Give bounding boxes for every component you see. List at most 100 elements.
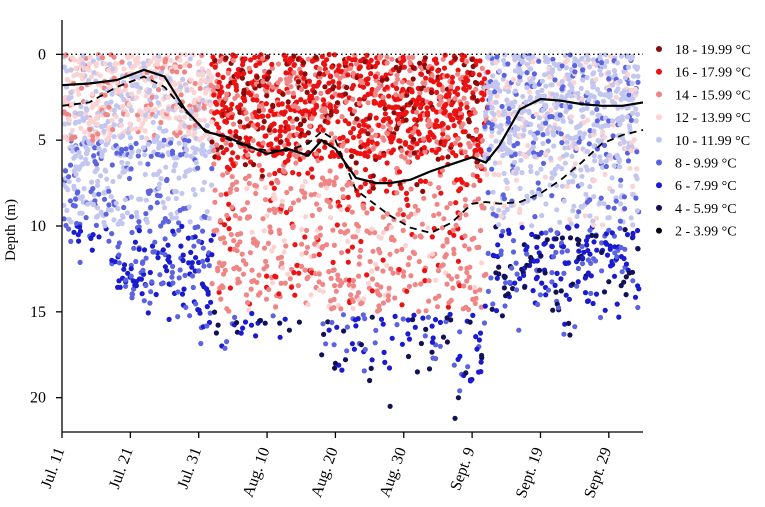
data-point: [183, 52, 189, 58]
data-point: [379, 77, 385, 83]
data-point: [119, 103, 126, 110]
data-point: [435, 156, 441, 162]
data-point: [524, 262, 530, 268]
data-point: [344, 138, 350, 144]
data-point: [332, 52, 338, 58]
data-point: [512, 99, 518, 105]
data-point: [436, 211, 442, 217]
data-point: [219, 102, 225, 108]
data-point: [136, 89, 142, 95]
data-point: [309, 166, 315, 172]
data-point: [500, 76, 506, 82]
data-point: [374, 141, 380, 147]
data-point: [562, 59, 569, 65]
data-point: [411, 312, 417, 318]
data-point: [78, 85, 85, 91]
data-point: [424, 110, 430, 116]
data-point: [411, 250, 418, 257]
data-point: [477, 287, 483, 293]
data-point: [125, 160, 131, 166]
data-point: [224, 212, 230, 218]
data-point: [579, 243, 585, 250]
data-point: [331, 342, 337, 348]
data-point: [339, 367, 345, 373]
data-point: [220, 74, 226, 80]
data-point: [204, 123, 210, 129]
data-point: [170, 228, 176, 234]
data-point: [192, 192, 198, 198]
data-point: [388, 139, 394, 145]
data-point: [441, 110, 447, 116]
data-point: [369, 357, 375, 363]
data-point: [587, 213, 593, 219]
data-point: [188, 77, 194, 83]
data-point: [182, 173, 188, 179]
data-point: [509, 265, 515, 271]
data-point: [241, 91, 247, 97]
data-point: [356, 65, 362, 72]
data-point: [535, 89, 541, 95]
data-point: [186, 204, 192, 210]
data-point: [291, 270, 297, 276]
data-point: [125, 270, 131, 276]
data-point: [466, 246, 472, 252]
data-point: [591, 153, 597, 159]
data-point: [412, 117, 418, 123]
data-point: [260, 79, 266, 85]
data-point: [530, 144, 536, 150]
data-point: [211, 92, 217, 98]
data-point: [513, 170, 519, 176]
data-point: [541, 72, 548, 78]
data-point: [412, 125, 418, 131]
data-point: [604, 58, 610, 64]
data-point: [212, 58, 218, 64]
data-point: [152, 249, 158, 255]
data-point: [184, 87, 190, 93]
data-point: [235, 154, 241, 160]
y-tick-label: 20: [30, 390, 46, 407]
data-point: [256, 162, 262, 168]
data-point: [407, 68, 413, 74]
data-point: [464, 182, 470, 188]
data-point: [171, 168, 177, 174]
data-point: [331, 153, 337, 159]
data-point: [196, 259, 202, 266]
data-point: [470, 312, 476, 318]
data-point: [66, 226, 72, 232]
data-point: [254, 240, 260, 246]
data-point: [261, 245, 268, 251]
data-point: [246, 65, 252, 71]
data-point: [362, 59, 368, 65]
data-point: [188, 108, 195, 114]
data-point: [232, 314, 238, 320]
data-point: [192, 80, 198, 87]
data-point: [516, 327, 522, 333]
data-point: [582, 290, 589, 296]
data-point: [314, 201, 320, 207]
data-point: [535, 180, 541, 186]
data-point: [290, 200, 296, 206]
data-point: [200, 245, 206, 251]
data-point: [338, 162, 344, 169]
data-point: [206, 263, 212, 269]
data-point: [241, 87, 247, 93]
data-point: [200, 97, 206, 103]
data-point: [197, 137, 203, 143]
data-point: [536, 115, 543, 121]
data-point: [246, 307, 252, 313]
data-point: [345, 238, 351, 244]
data-point: [91, 192, 97, 198]
data-point: [169, 68, 175, 74]
data-point: [197, 85, 203, 92]
data-point: [349, 209, 355, 215]
data-point: [567, 217, 573, 223]
data-point: [131, 245, 137, 251]
data-point: [223, 55, 229, 61]
data-point: [598, 195, 604, 201]
data-point: [478, 163, 484, 169]
data-point: [265, 54, 271, 60]
data-point: [326, 199, 332, 205]
data-point: [254, 279, 260, 285]
data-point: [456, 188, 462, 194]
data-point: [330, 259, 336, 265]
